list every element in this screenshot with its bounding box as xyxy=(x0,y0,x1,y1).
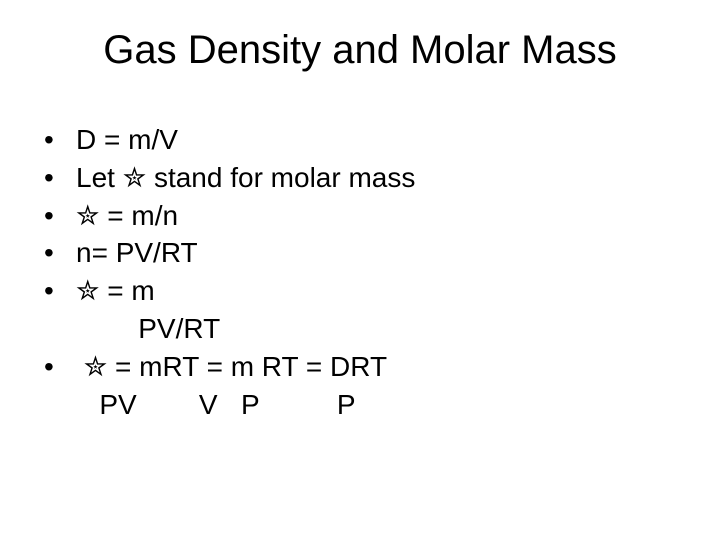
bullet-item: • Let ✮ stand for molar mass xyxy=(44,159,680,197)
continuation-line: PV/RT xyxy=(44,310,680,348)
denominator-text: PV V P P xyxy=(76,386,680,424)
star-icon: ✮ xyxy=(84,351,107,382)
denominator-text: PV/RT xyxy=(76,310,680,348)
text-fragment: stand for molar mass xyxy=(146,162,415,193)
bullet-glyph: • xyxy=(44,121,76,159)
bullet-item: • ✮ = mRT = m RT = DRT xyxy=(44,348,680,386)
bullet-text: D = m/V xyxy=(76,121,680,159)
bullet-glyph: • xyxy=(44,348,76,386)
bullet-text: ✮ = m/n xyxy=(76,197,680,235)
star-icon: ✮ xyxy=(76,200,99,231)
bullet-text: n= PV/RT xyxy=(76,234,680,272)
star-icon: ✮ xyxy=(123,162,146,193)
slide: Gas Density and Molar Mass • D = m/V • L… xyxy=(0,0,720,540)
bullet-item: • ✮ = m xyxy=(44,272,680,310)
bullet-item: • ✮ = m/n xyxy=(44,197,680,235)
bullet-glyph: • xyxy=(44,234,76,272)
text-fragment: = m/n xyxy=(99,200,178,231)
text-fragment: = m xyxy=(99,275,154,306)
continuation-line: PV V P P xyxy=(44,386,680,424)
bullet-list: • D = m/V • Let ✮ stand for molar mass •… xyxy=(44,121,680,423)
bullet-glyph: • xyxy=(44,272,76,310)
text-fragment: Let xyxy=(76,162,123,193)
bullet-item: • n= PV/RT xyxy=(44,234,680,272)
bullet-item: • D = m/V xyxy=(44,121,680,159)
bullet-text: Let ✮ stand for molar mass xyxy=(76,159,680,197)
bullet-glyph: • xyxy=(44,197,76,235)
slide-title: Gas Density and Molar Mass xyxy=(40,28,680,73)
bullet-glyph: • xyxy=(44,159,76,197)
bullet-text: ✮ = m xyxy=(76,272,680,310)
text-fragment: PV/RT xyxy=(138,313,220,344)
star-icon: ✮ xyxy=(76,275,99,306)
text-fragment: = mRT = m RT = DRT xyxy=(107,351,387,382)
bullet-text: ✮ = mRT = m RT = DRT xyxy=(76,348,680,386)
